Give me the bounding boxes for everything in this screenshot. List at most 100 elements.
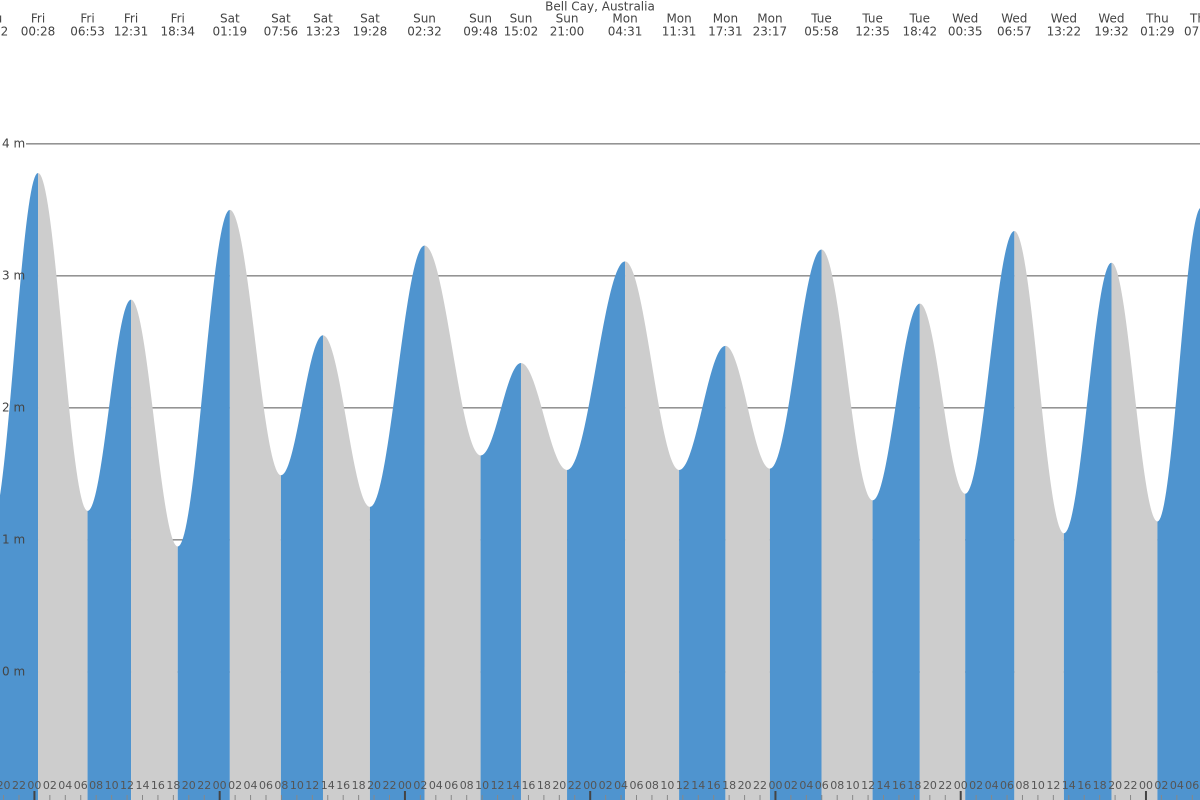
extreme-time: 05:58 (804, 25, 839, 39)
extreme-day: Sat (271, 12, 291, 26)
extreme-day: Wed (1098, 12, 1124, 26)
extreme-time: 00:35 (948, 25, 983, 39)
tide-area (131, 299, 178, 800)
extreme-day: Tue (861, 12, 883, 26)
extreme-day: Tue (810, 12, 832, 26)
tide-area (725, 345, 770, 800)
x-tick-label: 06 (1185, 779, 1199, 792)
extreme-day: Sun (510, 12, 533, 26)
tide-area (369, 245, 425, 800)
extreme-day: Sun (556, 12, 579, 26)
x-tick-label: 14 (321, 779, 335, 792)
x-tick-label: 00 (213, 779, 227, 792)
tide-area (1111, 262, 1158, 800)
x-tick-label: 02 (599, 779, 613, 792)
tide-area (38, 172, 88, 800)
x-tick-label: 10 (475, 779, 489, 792)
x-tick-label: 18 (537, 779, 551, 792)
x-tick-label: 22 (753, 779, 767, 792)
x-tick-label: 22 (1124, 779, 1138, 792)
x-tick-label: 22 (197, 779, 211, 792)
x-tick-label: 14 (877, 779, 891, 792)
extreme-time: 23:17 (753, 25, 788, 39)
extreme-day: Fri (124, 12, 138, 26)
tide-area (520, 363, 568, 800)
tide-area (567, 261, 626, 800)
extreme-time: 04:31 (608, 25, 643, 39)
tide-area (1157, 207, 1200, 800)
x-tick-label: 04 (614, 779, 628, 792)
x-tick-label: 22 (568, 779, 582, 792)
tide-area (872, 303, 920, 800)
x-tick-label: 06 (444, 779, 458, 792)
extreme-day: Wed (1051, 12, 1077, 26)
x-tick-label: 14 (135, 779, 149, 792)
tide-area (679, 345, 726, 800)
extreme-time: 15:02 (504, 25, 539, 39)
extreme-day: Thu (1189, 12, 1200, 26)
extreme-day: Sat (313, 12, 333, 26)
x-tick-label: 22 (12, 779, 26, 792)
x-tick-label: 16 (707, 779, 721, 792)
x-tick-label: 06 (815, 779, 829, 792)
extreme-day: Sun (413, 12, 436, 26)
x-tick-label: 00 (954, 779, 968, 792)
x-tick-label: 10 (105, 779, 119, 792)
x-tick-label: 20 (1108, 779, 1122, 792)
extreme-day: Tue (909, 12, 931, 26)
extreme-time: 06:53 (70, 25, 105, 39)
x-tick-label: 20 (367, 779, 381, 792)
y-tick-label: 4 m (2, 136, 25, 150)
extreme-time: 02:32 (407, 25, 442, 39)
extreme-day: Wed (952, 12, 978, 26)
x-tick-label: 04 (799, 779, 813, 792)
x-tick-label: 12 (861, 779, 875, 792)
tide-area (280, 335, 323, 800)
extreme-time: 18:22 (0, 25, 8, 39)
x-tick-label: 12 (676, 779, 690, 792)
x-tick-label: 18 (907, 779, 921, 792)
x-tick-label: 04 (985, 779, 999, 792)
x-tick-label: 02 (43, 779, 57, 792)
x-tick-label: 18 (722, 779, 736, 792)
x-tick-label: 08 (830, 779, 844, 792)
x-tick-label: 10 (846, 779, 860, 792)
x-tick-label: 04 (244, 779, 258, 792)
x-tick-label: 00 (27, 779, 41, 792)
y-tick-label: 3 m (2, 268, 25, 282)
x-tick-label: 16 (892, 779, 906, 792)
extreme-day: Thu (0, 12, 2, 26)
tide-area (1063, 262, 1112, 800)
x-tick-label: 20 (182, 779, 196, 792)
x-tick-label: 00 (1139, 779, 1153, 792)
x-tick-label: 20 (552, 779, 566, 792)
extreme-time: 18:42 (903, 25, 938, 39)
extreme-time: 17:31 (708, 25, 743, 39)
x-tick-label: 08 (460, 779, 474, 792)
extreme-time: 07:10 (1184, 25, 1200, 39)
extreme-day: Mon (757, 12, 782, 26)
x-tick-label: 14 (691, 779, 705, 792)
extreme-day: Fri (80, 12, 94, 26)
extreme-day: Thu (1145, 12, 1169, 26)
tide-area (965, 231, 1015, 800)
x-tick-label: 00 (583, 779, 597, 792)
x-tick-label: 08 (89, 779, 103, 792)
tide-area (424, 245, 481, 800)
x-tick-label: 20 (923, 779, 937, 792)
x-tick-label: 00 (768, 779, 782, 792)
x-tick-label: 16 (336, 779, 350, 792)
extreme-day: Mon (612, 12, 637, 26)
x-tick-label: 10 (290, 779, 304, 792)
x-tick-label: 08 (645, 779, 659, 792)
extreme-day: Mon (666, 12, 691, 26)
x-tick-label: 06 (630, 779, 644, 792)
x-tick-label: 22 (383, 779, 397, 792)
x-tick-label: 18 (352, 779, 366, 792)
x-tick-label: 04 (429, 779, 443, 792)
extreme-time: 07:56 (264, 25, 299, 39)
x-tick-label: 12 (1046, 779, 1060, 792)
x-tick-label: 16 (151, 779, 165, 792)
extreme-day: Fri (31, 12, 45, 26)
